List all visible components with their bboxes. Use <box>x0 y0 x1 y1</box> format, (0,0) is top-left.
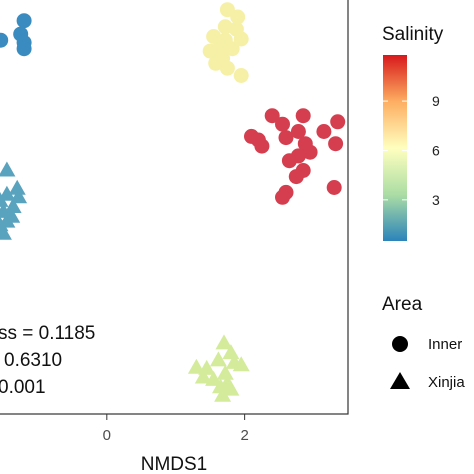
circle-point-s2-14 <box>281 153 297 169</box>
triangle-point-s3-4 <box>0 191 9 207</box>
area-legend-title: Area <box>382 294 423 315</box>
triangle-point-s4-12 <box>222 380 240 396</box>
triangle-point-s4-9 <box>205 370 223 386</box>
circle-point-s1-11 <box>208 55 224 71</box>
circle-point-s2-5 <box>316 124 332 139</box>
circle-point-s1-9 <box>202 43 218 59</box>
circle-point-s2-19 <box>275 189 290 205</box>
circle-point-s2-2 <box>330 114 346 130</box>
area-legend: Area Inner Xinjia <box>382 294 465 391</box>
triangle-point-s4-11 <box>212 378 229 394</box>
circle-point-s2-0 <box>264 108 280 124</box>
colorbar-tick-label-6: 6 <box>432 142 440 158</box>
circle-point-s2-17 <box>326 180 342 195</box>
colorbar-tick-label-9: 9 <box>432 93 440 109</box>
circle-point-s0-0 <box>16 13 32 29</box>
x-tick-label-2: 2 <box>240 427 248 444</box>
circle-point-s2-16 <box>288 169 304 185</box>
x-tick-label-0: 0 <box>103 427 111 444</box>
colorbar-ticks: 3 6 9 <box>383 93 440 208</box>
circle-point-s2-4 <box>290 124 306 139</box>
circle-point-s2-3 <box>275 116 290 132</box>
triangle-point-s4-13 <box>214 386 232 402</box>
legend-item-inner-label: Inner <box>428 336 462 353</box>
circle-point-s0-3 <box>16 41 32 57</box>
triangle-point-s4-5 <box>187 358 205 374</box>
r-value-text: 0.6310 <box>4 350 62 371</box>
stats-annotation: ss = 0.1185 0.6310 0.001 <box>0 323 95 398</box>
p-value-text: 0.001 <box>0 377 46 398</box>
salinity-legend: Salinity 3 6 9 <box>382 24 444 241</box>
triangle-point-s3-3 <box>10 188 28 204</box>
triangle-point-s4-8 <box>194 368 212 384</box>
circle-point-s2-1 <box>295 108 311 124</box>
circle-point-s2-8 <box>278 130 294 146</box>
circle-point-s1-12 <box>219 60 235 76</box>
circle-point-s1-1 <box>230 9 246 25</box>
circle-point-s0-4 <box>0 32 9 48</box>
legend-item-xinjia-label: Xinjia <box>428 374 465 391</box>
circle-point-s1-8 <box>224 41 240 57</box>
triangle-point-s4-4 <box>232 356 250 372</box>
triangle-point-s3-5 <box>4 198 22 213</box>
legend-triangle-key <box>390 372 410 389</box>
x-axis-title: NMDS1 <box>141 454 208 474</box>
plot-panel-border <box>0 0 349 415</box>
circle-point-s1-13 <box>233 68 249 83</box>
triangle-point-s3-0 <box>0 161 16 177</box>
triangle-point-s3-2 <box>0 185 16 201</box>
colorbar-tick-label-3: 3 <box>432 192 440 208</box>
circle-point-s2-12 <box>302 144 318 160</box>
salinity-legend-title: Salinity <box>382 24 444 45</box>
triangle-point-s4-0 <box>215 334 233 350</box>
circle-point-s2-11 <box>254 138 270 154</box>
points-layer <box>0 2 346 402</box>
triangle-point-s4-1 <box>222 344 240 360</box>
triangle-point-s3-1 <box>8 179 26 195</box>
legend-circle-key <box>392 336 408 352</box>
circle-point-s1-6 <box>233 31 249 47</box>
triangle-point-s4-2 <box>209 351 227 367</box>
stress-text: ss = 0.1185 <box>0 323 95 344</box>
circle-point-s2-10 <box>328 136 344 152</box>
triangle-point-s3-10 <box>0 224 12 240</box>
salinity-colorbar <box>383 55 407 241</box>
triangle-point-s4-7 <box>216 364 234 380</box>
